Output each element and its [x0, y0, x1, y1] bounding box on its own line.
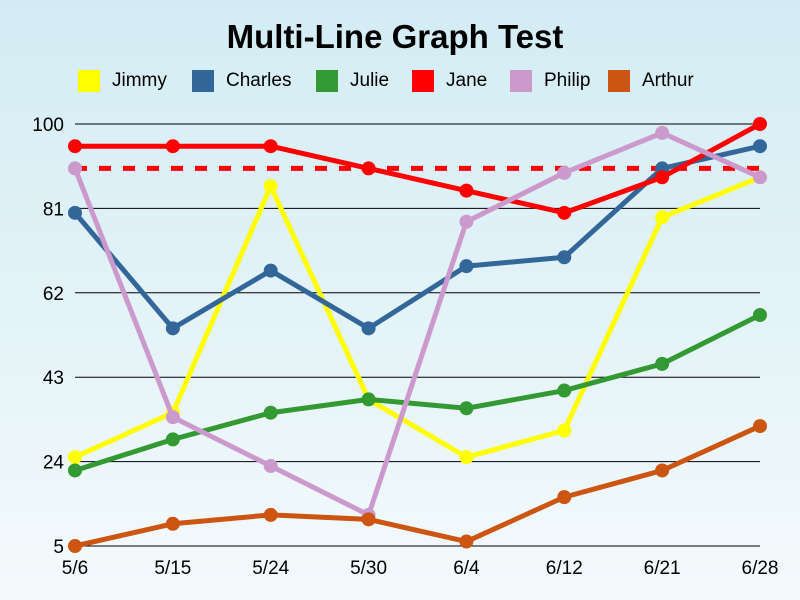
data-point-arthur: [753, 419, 767, 434]
legend-swatch: [608, 70, 630, 92]
data-point-julie: [263, 405, 278, 420]
data-point-philip: [753, 170, 767, 185]
data-point-jimmy: [557, 423, 572, 438]
legend-item-jane: Jane: [412, 67, 487, 95]
legend-item-arthur: Arthur: [608, 67, 694, 95]
data-point-jimmy: [459, 450, 474, 465]
series-line-julie: [72, 312, 763, 473]
data-point-arthur: [165, 516, 180, 531]
legend-swatch: [192, 70, 214, 92]
series-jane: [68, 117, 767, 220]
legend-label: Jane: [446, 70, 488, 91]
data-point-arthur: [655, 463, 670, 478]
series-line-jimmy: [72, 174, 763, 460]
data-point-arthur: [263, 507, 278, 522]
data-point-charles: [165, 321, 180, 336]
x-tick-label: 5/6: [62, 558, 88, 579]
data-point-charles: [263, 263, 278, 278]
data-point-jane: [263, 139, 278, 154]
y-tick-label: 24: [43, 453, 65, 474]
data-point-jimmy: [655, 210, 670, 225]
legend-label: Arthur: [642, 70, 694, 91]
data-point-jane: [68, 139, 82, 154]
data-point-julie: [655, 356, 670, 371]
data-point-jane: [655, 170, 670, 185]
data-point-julie: [165, 432, 180, 447]
data-point-philip: [68, 161, 82, 176]
series-line-philip: [72, 130, 763, 518]
data-point-charles: [361, 321, 376, 336]
data-point-charles: [459, 259, 474, 274]
legend-swatch: [78, 70, 100, 92]
chart-title: Multi-Line Graph Test: [226, 18, 564, 55]
legend-label: Philip: [544, 70, 591, 91]
legend-item-charles: Charles: [192, 67, 291, 95]
data-point-julie: [361, 392, 376, 407]
legend-label: Jimmy: [112, 70, 167, 91]
x-tick-label: 6/12: [546, 558, 583, 579]
series-arthur: [68, 419, 767, 553]
legend-swatch: [412, 70, 434, 92]
legend-item-julie: Julie: [316, 67, 389, 95]
data-point-jane: [361, 161, 376, 176]
legend-item-philip: Philip: [510, 67, 590, 95]
data-point-philip: [655, 125, 670, 140]
data-point-philip: [263, 459, 278, 474]
legend-swatch: [510, 70, 532, 92]
data-point-julie: [753, 308, 767, 323]
x-tick-label: 5/30: [350, 558, 387, 579]
data-point-jane: [165, 139, 180, 154]
data-point-charles: [557, 250, 572, 265]
data-point-arthur: [68, 539, 82, 553]
legend-label: Charles: [226, 70, 292, 91]
legend-label: Julie: [350, 70, 390, 91]
data-point-jimmy: [68, 450, 82, 465]
y-tick-label: 81: [43, 199, 64, 220]
x-tick-label: 5/24: [252, 558, 289, 579]
x-tick-label: 5/15: [154, 558, 191, 579]
data-point-charles: [753, 139, 767, 154]
data-point-jane: [557, 205, 572, 220]
data-point-arthur: [557, 490, 572, 505]
data-point-julie: [68, 463, 82, 478]
legend-item-jimmy: Jimmy: [78, 67, 167, 95]
y-tick-label: 62: [43, 284, 64, 305]
data-point-julie: [557, 383, 572, 398]
data-point-arthur: [459, 534, 474, 549]
x-tick-label: 6/28: [742, 558, 779, 579]
data-point-jane: [753, 117, 767, 131]
data-point-jane: [459, 183, 474, 198]
legend-swatch: [316, 70, 338, 92]
y-tick-label: 5: [53, 537, 64, 558]
data-point-charles: [68, 205, 82, 220]
series-line-jane: [72, 121, 763, 216]
data-point-julie: [459, 401, 474, 416]
y-tick-label: 43: [43, 368, 64, 389]
series-philip: [68, 125, 767, 522]
data-point-arthur: [361, 512, 376, 527]
data-point-philip: [557, 165, 572, 180]
legend: Jimmy Charles Julie Jane Philip Arthur: [78, 67, 778, 95]
data-point-philip: [459, 214, 474, 229]
x-tick-label: 6/4: [453, 558, 480, 579]
series-line-arthur: [72, 423, 763, 549]
y-tick-label: 100: [32, 115, 64, 136]
x-tick-label: 6/21: [644, 558, 681, 579]
data-point-philip: [165, 410, 180, 425]
data-point-jimmy: [263, 179, 278, 194]
series-julie: [68, 308, 767, 478]
